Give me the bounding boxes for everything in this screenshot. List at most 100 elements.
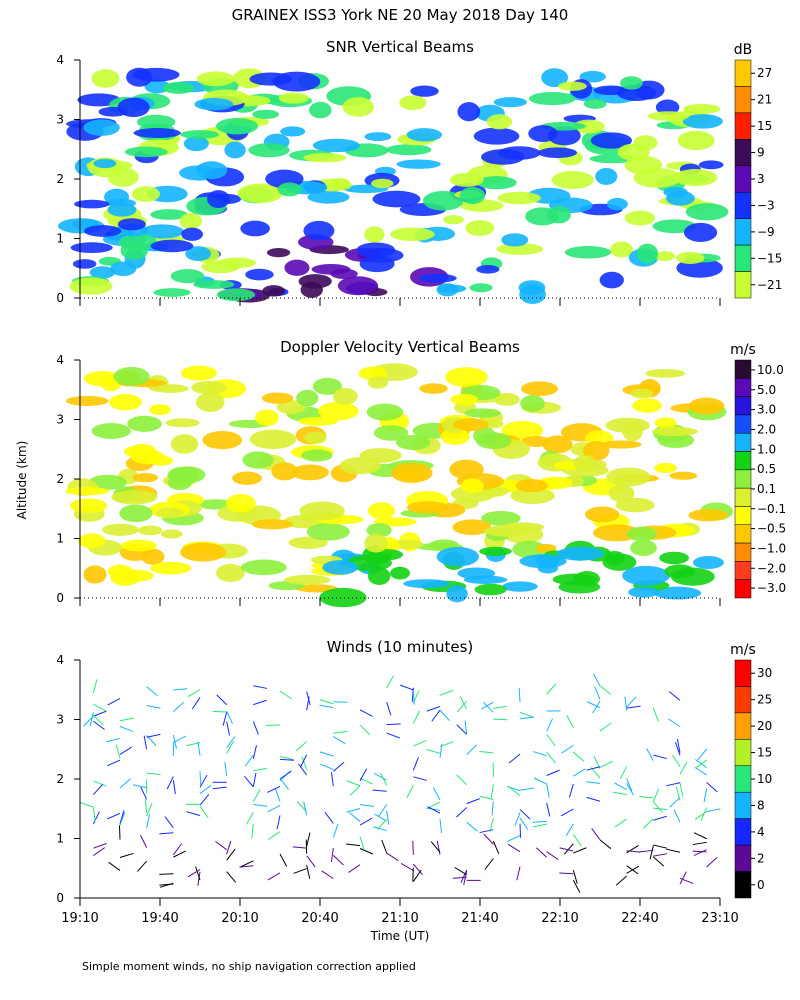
wind-barb	[246, 811, 254, 825]
wind-barb	[590, 767, 601, 779]
wind-barb	[146, 814, 150, 829]
wind-barb	[372, 789, 387, 792]
field-patch	[651, 426, 699, 437]
wind-barb	[92, 679, 98, 694]
wind-barb	[295, 741, 307, 752]
plot-area	[57, 67, 729, 304]
field-patch	[677, 130, 715, 151]
wind-barb	[533, 777, 547, 785]
wind-barb	[359, 836, 365, 851]
field-patch	[72, 259, 97, 269]
wind-barb	[279, 690, 292, 700]
y-tick-label: 4	[56, 53, 64, 67]
wind-barb	[626, 778, 633, 792]
colorbar-swatch	[734, 191, 752, 219]
colorbar-swatch	[734, 414, 752, 434]
field-patch	[606, 197, 628, 211]
panel-1: SNR Vertical Beams 0 1 2 3 4 dB 27 21 15 9 3 −3 −9 −15…	[56, 38, 782, 306]
wind-barb	[652, 707, 659, 722]
field-patch	[440, 428, 470, 445]
wind-barb	[624, 696, 628, 711]
field-patch	[564, 246, 612, 259]
wind-barb	[146, 733, 161, 738]
wind-barb	[92, 807, 96, 822]
wind-barb	[330, 847, 334, 862]
field-patch	[226, 493, 256, 513]
wind-barb	[700, 807, 708, 821]
field-patch	[528, 125, 558, 143]
field-patch	[537, 147, 577, 159]
colorbar: m/s10.0 5.0 3.0 2.0 1.0 0.5 0.1 −0.1 −0.5 −1.0 −2.…	[730, 342, 786, 599]
wind-barb	[639, 849, 654, 853]
wind-barb	[460, 869, 468, 883]
field-patch	[180, 542, 227, 562]
field-patch	[195, 161, 228, 180]
colorbar-swatch	[734, 165, 752, 193]
y-tick-label: 1	[56, 832, 64, 846]
wind-barb	[140, 786, 148, 800]
wind-barb	[376, 818, 388, 830]
field-patch	[140, 224, 184, 239]
wind-barb	[493, 718, 508, 721]
field-patch	[242, 451, 274, 469]
wind-barb	[514, 812, 521, 826]
field-patch	[248, 143, 290, 158]
field-patch	[688, 509, 729, 522]
wind-barb	[298, 763, 308, 776]
colorbar-swatch	[734, 86, 752, 114]
field-patch	[683, 103, 721, 114]
field-patch	[653, 586, 702, 600]
wind-barb	[412, 867, 414, 882]
wind-barb	[652, 801, 663, 813]
wind-barb	[568, 783, 574, 798]
wind-barb	[146, 802, 153, 817]
y-tick-label: 0	[56, 591, 64, 605]
y-tick-label: 0	[56, 891, 64, 905]
field-patch	[162, 82, 195, 94]
wind-barb	[491, 801, 494, 816]
wind-barb	[359, 804, 374, 807]
field-patch	[542, 435, 573, 454]
wind-barb	[668, 718, 681, 728]
field-patch	[69, 277, 113, 295]
wind-barb	[653, 856, 665, 867]
wind-barb	[119, 726, 134, 732]
wind-barb	[599, 839, 612, 850]
field-patch	[541, 68, 569, 88]
wind-barb	[324, 811, 334, 824]
wind-barb	[251, 824, 254, 839]
wind-barb	[653, 807, 668, 811]
field-patch	[133, 127, 181, 139]
wind-barb	[642, 818, 654, 829]
field-patch	[201, 260, 240, 274]
wind-barb	[143, 735, 148, 750]
field-patch	[390, 462, 433, 483]
field-patch	[83, 565, 107, 584]
wind-barb	[374, 813, 387, 822]
footnote: Simple moment winds, no ship navigation …	[82, 960, 416, 973]
wind-barb	[172, 843, 182, 856]
field-patch	[251, 519, 294, 530]
wind-barb	[279, 853, 288, 867]
wind-barb	[559, 847, 574, 852]
wind-barb	[614, 818, 627, 828]
wind-barb	[439, 689, 454, 696]
wind-barb	[401, 863, 414, 871]
wind-barb	[599, 685, 612, 695]
wind-barb	[532, 820, 547, 823]
wind-barb	[226, 741, 234, 754]
wind-barb	[586, 766, 601, 771]
field-patch	[91, 69, 120, 88]
wind-barb	[572, 834, 582, 847]
field-patch	[111, 490, 158, 505]
wind-barb	[614, 782, 627, 791]
field-patch	[367, 567, 391, 585]
x-tick-label: 23:10	[701, 911, 738, 926]
field-patch	[645, 368, 686, 378]
wind-barb	[306, 865, 311, 879]
wind-barb	[197, 741, 201, 756]
wind-barb	[346, 780, 361, 787]
colorbar-swatch	[734, 59, 752, 87]
wind-barb	[164, 816, 174, 829]
